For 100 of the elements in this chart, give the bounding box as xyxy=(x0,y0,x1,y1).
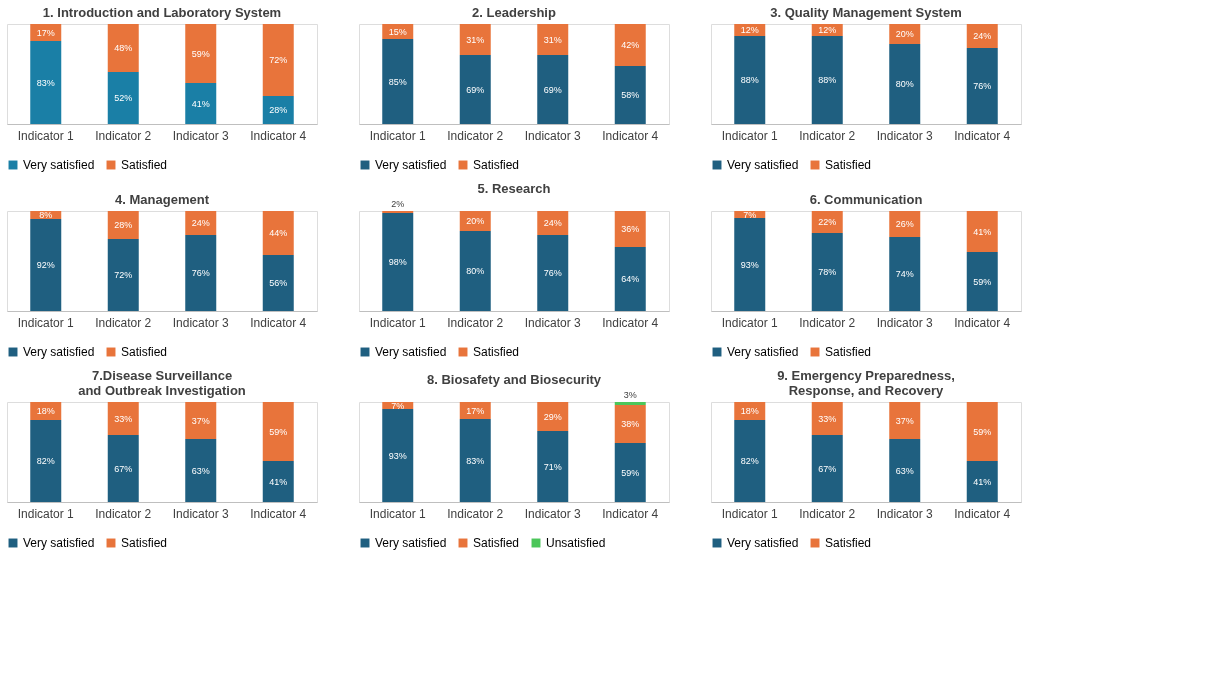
x-tick-label: Indicator 3 xyxy=(172,128,230,143)
data-label: 71% xyxy=(543,461,562,472)
x-tick-label: Indicator 1 xyxy=(721,315,779,330)
bar xyxy=(614,211,646,247)
legend-label: Very satisfied xyxy=(727,158,799,172)
x-tick-label: Indicator 2 xyxy=(95,315,152,330)
legend-label: Satisfied xyxy=(121,536,168,550)
x-tick-label: Indicator 4 xyxy=(250,128,307,143)
data-label: 93% xyxy=(740,259,759,270)
data-label: 76% xyxy=(543,268,562,278)
data-label: 58% xyxy=(621,90,640,100)
bar xyxy=(537,55,569,124)
data-label: 41% xyxy=(973,476,992,487)
data-label: 52% xyxy=(114,93,133,103)
bar xyxy=(734,36,766,124)
x-tick-label: Indicator 4 xyxy=(250,315,307,330)
data-label: 83% xyxy=(466,455,485,466)
chart-title: 4. Management xyxy=(115,192,210,207)
bar xyxy=(889,44,921,124)
data-label: 24% xyxy=(543,218,562,228)
bar xyxy=(185,235,217,311)
bar xyxy=(107,402,139,435)
bar xyxy=(614,402,646,405)
legend-label: Very satisfied xyxy=(375,158,447,172)
x-tick-label: Indicator 2 xyxy=(799,128,856,143)
data-label: 72% xyxy=(114,270,133,280)
bar xyxy=(889,237,921,311)
x-tick-label: Indicator 2 xyxy=(95,128,152,143)
data-label: 20% xyxy=(895,29,914,39)
bar xyxy=(966,48,998,124)
data-label: 8% xyxy=(39,210,53,220)
x-tick-label: Indicator 1 xyxy=(721,506,779,521)
x-tick-label: Indicator 3 xyxy=(172,315,230,330)
data-label: 92% xyxy=(36,260,55,270)
bar xyxy=(966,252,998,311)
data-label: 76% xyxy=(191,268,210,278)
chart-title: 9. Emergency Preparedness, Response, and Recovery xyxy=(777,368,955,398)
legend-label: Satisfied xyxy=(473,536,520,550)
data-label: 59% xyxy=(973,276,992,287)
x-tick-label: Indicator 2 xyxy=(95,506,152,521)
x-tick-label: Indicator 1 xyxy=(721,128,779,143)
data-label: 59% xyxy=(973,426,992,437)
bar xyxy=(889,211,921,237)
legend-label: Satisfied xyxy=(825,345,872,359)
data-label: 31% xyxy=(543,34,562,45)
bar xyxy=(262,402,294,461)
x-tick-label: Indicator 2 xyxy=(799,315,856,330)
bar xyxy=(262,24,294,96)
legend-label: Very satisfied xyxy=(23,158,95,172)
data-label: 69% xyxy=(466,84,485,95)
data-label: 18% xyxy=(740,406,759,416)
legend-label: Satisfied xyxy=(825,536,872,550)
data-label: 7% xyxy=(391,400,405,411)
x-tick-label: Indicator 2 xyxy=(799,506,856,521)
x-tick-label: Indicator 4 xyxy=(954,315,1011,330)
bar xyxy=(537,431,569,502)
bar xyxy=(382,409,414,502)
bar xyxy=(30,420,62,502)
data-label: 56% xyxy=(269,278,288,288)
bar xyxy=(185,24,217,83)
bar xyxy=(459,231,491,311)
x-tick-label: Indicator 4 xyxy=(954,506,1011,521)
legend-label: Very satisfied xyxy=(375,536,447,550)
bar xyxy=(966,211,998,252)
data-label: 88% xyxy=(740,75,759,85)
bar xyxy=(107,72,139,124)
legend-label: Unsatisfied xyxy=(546,536,606,550)
bar xyxy=(811,435,843,502)
data-label: 93% xyxy=(388,450,407,461)
bar xyxy=(811,36,843,124)
x-tick-label: Indicator 3 xyxy=(172,506,230,521)
bar xyxy=(811,402,843,435)
legend-label: Very satisfied xyxy=(727,345,799,359)
bar xyxy=(537,402,569,431)
bar xyxy=(734,420,766,502)
bar xyxy=(537,24,569,55)
bar xyxy=(262,211,294,255)
data-label: 41% xyxy=(269,476,288,487)
x-tick-label: Indicator 3 xyxy=(876,506,934,521)
data-label: 37% xyxy=(191,415,210,426)
data-label: 42% xyxy=(621,40,640,50)
data-label: 29% xyxy=(543,411,562,422)
bar xyxy=(30,219,62,311)
x-tick-label: Indicator 4 xyxy=(602,128,659,143)
bar xyxy=(966,402,998,461)
data-label: 41% xyxy=(973,226,992,237)
x-tick-label: Indicator 3 xyxy=(524,128,582,143)
x-tick-label: Indicator 1 xyxy=(17,506,75,521)
x-tick-label: Indicator 1 xyxy=(17,128,75,143)
data-label: 80% xyxy=(466,266,485,276)
data-label: 17% xyxy=(466,405,485,416)
bar xyxy=(262,461,294,502)
chart-title: 7.Disease Surveillance and Outbreak Investigation xyxy=(78,368,246,398)
bar xyxy=(734,218,766,311)
data-label: 63% xyxy=(895,465,914,476)
bar xyxy=(889,402,921,439)
data-label: 74% xyxy=(895,269,914,279)
x-tick-label: Indicator 1 xyxy=(17,315,75,330)
x-tick-label: Indicator 4 xyxy=(602,315,659,330)
data-label: 24% xyxy=(973,31,992,41)
